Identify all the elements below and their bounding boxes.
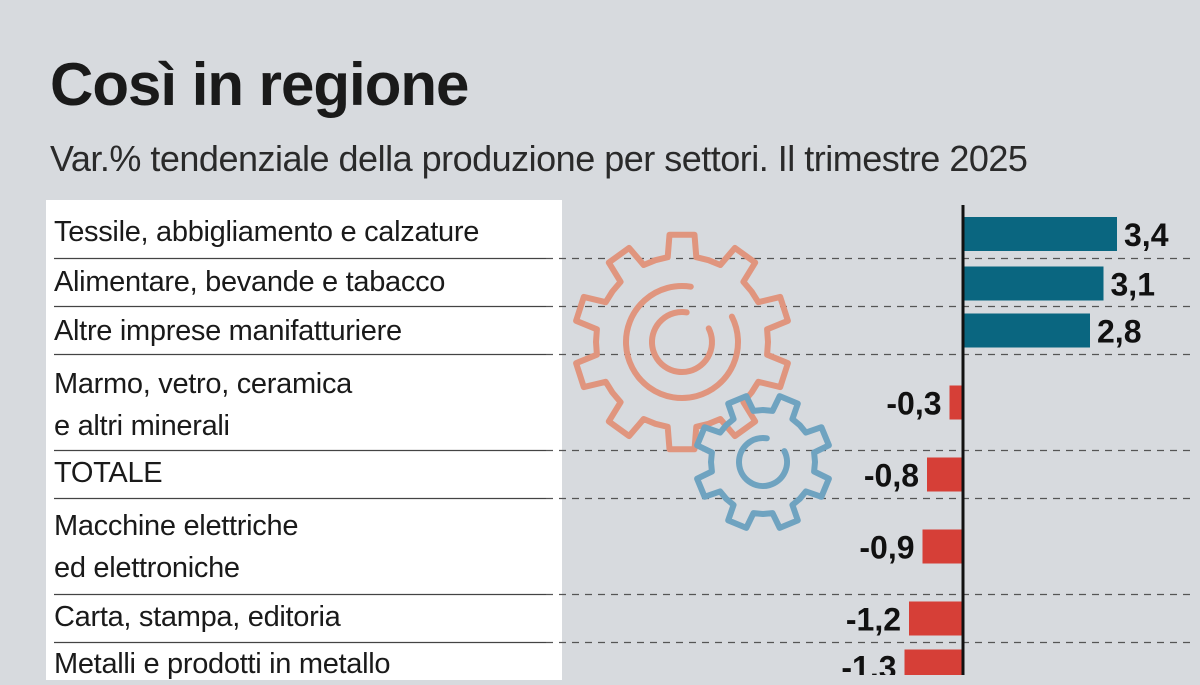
bars [904, 217, 1117, 675]
value-label: -1,3 [841, 650, 896, 676]
chart-title: Così in regione [50, 51, 469, 118]
bar [904, 649, 963, 675]
gear-large-icon [573, 231, 791, 453]
category-label: Carta, stampa, editoria [54, 601, 341, 633]
value-label: -0,8 [864, 458, 919, 494]
bar [964, 266, 1104, 301]
category-label-panel [46, 200, 562, 680]
category-label: Tessile, abbigliamento e calzature [54, 216, 480, 248]
bar [909, 601, 963, 636]
value-label: -0,9 [859, 530, 914, 566]
value-label: -0,3 [886, 386, 941, 422]
bar [949, 385, 963, 420]
category-label: Marmo, vetro, ceramica e altri minerali [54, 368, 352, 442]
bar [922, 529, 963, 564]
value-labels: 3,4 3,1 2,8 -0,3 -0,8 -0,9 -1,2 -1,3 [841, 217, 1168, 675]
value-label: 3,1 [1111, 267, 1155, 303]
chart-subtitle: Var.% tendenziale della produzione per s… [50, 138, 1028, 179]
bar [964, 217, 1117, 251]
gear-small-icon [694, 393, 832, 531]
value-label: 2,8 [1097, 314, 1141, 350]
bar [927, 457, 963, 492]
value-label: -1,2 [846, 602, 901, 638]
value-label: 3,4 [1124, 217, 1169, 253]
category-label: Altre imprese manifatturiere [54, 315, 402, 347]
category-label: Alimentare, bevande e tabacco [54, 266, 446, 298]
bar [964, 313, 1090, 348]
category-label: TOTALE [54, 457, 163, 489]
category-label: Macchine elettriche ed elettroniche [54, 510, 299, 584]
gear-illustration [573, 231, 832, 531]
